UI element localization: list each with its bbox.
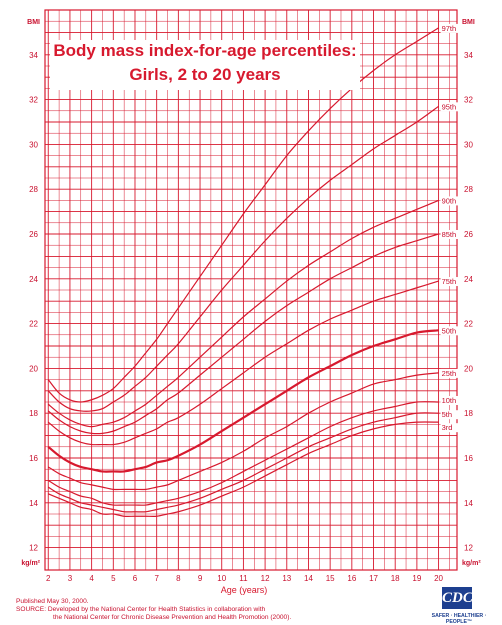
title-backdrop — [50, 40, 360, 90]
x-tick-label: 3 — [68, 574, 73, 583]
y-tick-label-left: 28 — [29, 185, 38, 194]
curve-label-95th: 95th — [442, 102, 457, 111]
curve-label-25th: 25th — [442, 369, 457, 378]
y-tick-label-right: 20 — [464, 364, 473, 373]
percentile-curves: 97th 95th 90th 85th 75th 50th 25th 10th 5th 3rd — [47, 23, 459, 518]
y-tick-label-right: 34 — [464, 51, 473, 60]
x-tick-label: 7 — [154, 574, 159, 583]
x-tick-label: 10 — [217, 574, 226, 583]
y-tick-label-right: 16 — [464, 454, 473, 463]
y-tick-label-left: 34 — [29, 51, 38, 60]
y-tick-label-right: 14 — [464, 499, 473, 508]
y-tick-label-right: 18 — [464, 409, 473, 418]
y-tick-label-left: 32 — [29, 96, 38, 105]
y-tick-label-right: 24 — [464, 275, 473, 284]
y-unit-label: kg/m² — [462, 560, 481, 567]
y-tick-label-left: 16 — [29, 454, 38, 463]
x-tick-label: 14 — [304, 574, 313, 583]
source-note: SOURCE: Developed by the National Center… — [16, 606, 266, 613]
y-tick-label-left: 30 — [29, 140, 38, 149]
x-tick-label: 17 — [369, 574, 378, 583]
cdc-logo-text: CDC — [442, 590, 473, 606]
x-tick-label: 6 — [133, 574, 138, 583]
y-unit-label: kg/m² — [21, 560, 40, 567]
curve-label-bg — [440, 230, 459, 239]
curve-label-bg — [440, 23, 459, 33]
x-tick-label: 20 — [434, 574, 443, 583]
curve-90th — [47, 199, 439, 428]
y-unit-label: BMI — [27, 19, 40, 26]
curve-label-50th: 50th — [442, 326, 457, 335]
curve-5th — [47, 412, 439, 513]
curve-label-5th: 5th — [442, 410, 452, 419]
curve-label-bg — [440, 102, 459, 112]
cdc-logo: CDC SAFER · HEALTHIER · PEOPLE™ — [430, 587, 488, 625]
y-tick-label-right: 32 — [464, 96, 473, 105]
x-tick-label: 18 — [391, 574, 400, 583]
x-tick-label: 19 — [412, 574, 421, 583]
curve-label-bg — [440, 396, 459, 405]
x-tick-label: 2 — [46, 574, 51, 583]
curve-label-10th: 10th — [442, 396, 457, 405]
curve-50th — [47, 329, 439, 473]
y-tick-label-left: 18 — [29, 409, 38, 418]
x-tick-label: 9 — [198, 574, 203, 583]
y-tick-label-left: 24 — [29, 275, 38, 284]
published-note: Published May 30, 2000. — [16, 598, 89, 605]
cdc-tagline: SAFER · HEALTHIER · PEOPLE™ — [431, 613, 487, 625]
x-tick-label: 12 — [261, 574, 270, 583]
curve-label-85th: 85th — [442, 230, 457, 239]
curve-label-3rd: 3rd — [442, 423, 453, 432]
y-tick-label-left: 20 — [29, 364, 38, 373]
footer: Published May 30, 2000. SOURCE: Develope… — [16, 598, 291, 622]
chart-grid — [44, 9, 458, 571]
curve-label-97th: 97th — [442, 24, 457, 33]
x-tick-label: 16 — [347, 574, 356, 583]
chart-subtitle: Girls, 2 to 20 years — [129, 65, 280, 84]
x-tick-label: 8 — [176, 574, 181, 583]
x-tick-label: 4 — [89, 574, 94, 583]
curve-label-bg — [440, 423, 459, 433]
chart-title: Body mass index-for-age percentiles: — [53, 41, 356, 60]
y-tick-label-right: 12 — [464, 544, 473, 553]
y-unit-label: BMI — [462, 19, 475, 26]
curve-75th — [47, 280, 439, 446]
cdc-logo-box: CDC — [442, 587, 473, 609]
curve-label-90th: 90th — [442, 196, 457, 205]
y-tick-label-left: 26 — [29, 230, 38, 239]
curve-label-bg — [440, 368, 459, 378]
y-tick-label-left: 12 — [29, 544, 38, 553]
y-tick-label-right: 26 — [464, 230, 473, 239]
y-tick-label-right: 28 — [464, 185, 473, 194]
curve-95th — [47, 105, 439, 412]
x-axis-label: Age (years) — [221, 585, 268, 595]
curve-25th — [47, 372, 439, 491]
curve-85th — [47, 233, 439, 435]
curve-3rd — [48, 421, 439, 518]
plot-frame — [44, 9, 458, 571]
curve-10th — [47, 401, 439, 506]
x-tick-label: 5 — [111, 574, 116, 583]
source-note-2: the National Center for Chronic Disease … — [53, 614, 292, 621]
y-tick-label-right: 22 — [464, 320, 473, 329]
y-tick-label-left: 22 — [29, 320, 38, 329]
y-tick-label-right: 30 — [464, 140, 473, 149]
x-tick-label: 11 — [239, 574, 248, 583]
y-tick-label-left: 14 — [29, 499, 38, 508]
x-tick-label: 13 — [282, 574, 291, 583]
x-tick-label: 15 — [326, 574, 335, 583]
curve-label-bg — [440, 196, 459, 206]
curve-label-bg — [440, 410, 459, 420]
curve-label-bg — [440, 326, 459, 336]
curve-label-75th: 75th — [442, 277, 457, 286]
curve-label-bg — [440, 277, 459, 287]
